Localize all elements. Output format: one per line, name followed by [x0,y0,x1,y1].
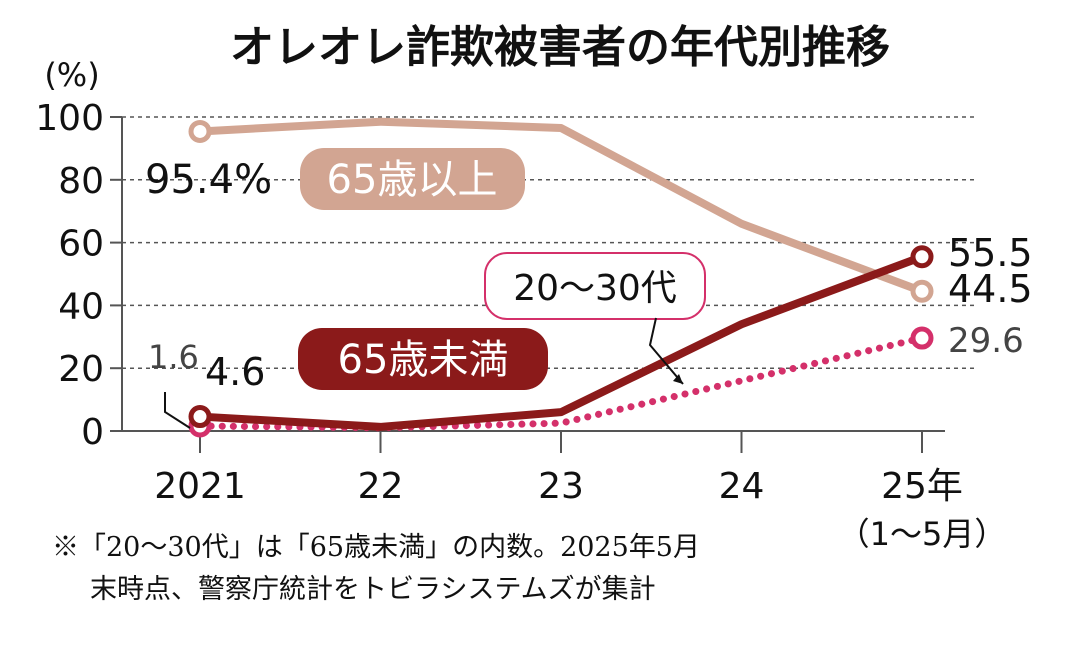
y-tick-label: 0 [81,412,104,453]
legend-20-30: 20〜30代 [513,268,677,309]
footnote-line-2: 末時点、警察庁統計をトビラシステムズが集計 [90,574,656,605]
x-tick-label: 2021 [154,466,246,507]
y-axis-label: (%) [44,56,99,94]
legend-under-65: 65歳未満 [338,337,509,383]
data-label: 55.5 [948,231,1033,275]
arrowhead-icon [673,374,683,384]
y-tick-label: 40 [58,286,104,327]
x-tick-label: 24 [719,466,765,507]
legend-under-65-box [298,328,548,390]
x-tick-label: 23 [538,466,584,507]
y-tick-label: 80 [58,161,104,202]
series-line-0 [199,117,924,296]
data-point-marker [188,119,212,143]
data-label: 95.4% [145,157,272,203]
x-tick-sublabel: （1〜5月） [838,515,1007,553]
series-line-1 [199,252,924,431]
y-tick-label: 60 [58,224,104,265]
legend-20-30-pointer [648,317,684,385]
data-point-marker [910,326,934,350]
x-tick-label: 22 [358,466,404,507]
x-tick-label: 25年 [881,466,963,507]
y-tick-label: 20 [58,349,104,390]
data-point-marker [188,405,212,429]
y-tick-label: 100 [35,98,104,139]
footnote-line-1: ※「20〜30代」は「65歳未満」の内数。2025年5月 [52,532,700,563]
data-label: 29.6 [948,321,1024,361]
legend-20-30-box [484,252,706,320]
legend-65-over: 65歳以上 [327,157,498,203]
chart-title: オレオレ詐欺被害者の年代別推移 [230,22,890,73]
data-point-marker [910,245,934,269]
legend-65-over-box [300,148,525,210]
data-label: 1.6 [148,338,199,376]
label-1.6-pointer [164,392,191,429]
data-label: 4.6 [205,350,265,394]
data-label: 44.5 [948,267,1033,311]
data-point-marker [910,279,934,303]
